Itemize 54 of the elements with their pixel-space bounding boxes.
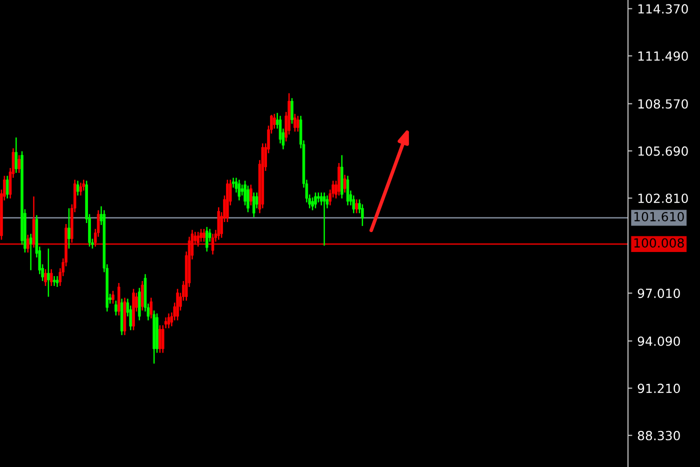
candlestick xyxy=(290,98,294,124)
candlestick xyxy=(14,136,18,174)
candlestick xyxy=(44,268,47,287)
candlestick xyxy=(294,113,296,132)
candlestick xyxy=(250,184,252,206)
candlestick xyxy=(68,208,70,250)
candlestick xyxy=(29,233,32,271)
candlestick xyxy=(47,248,50,298)
candlestick xyxy=(200,228,202,242)
candlestick xyxy=(296,115,300,132)
candlestick xyxy=(238,179,241,202)
candlestick xyxy=(322,192,326,246)
y-tick-label: 97.010 xyxy=(638,288,680,298)
candlestick xyxy=(167,312,170,329)
y-tick-label: 105.690 xyxy=(638,146,688,156)
candlestick xyxy=(314,192,317,209)
candlestick xyxy=(82,179,86,192)
candlestick xyxy=(196,231,200,248)
y-tick-label: 91.210 xyxy=(638,384,680,394)
candlestick xyxy=(311,196,314,211)
candlestick xyxy=(232,177,235,188)
y-tick-label: 114.370 xyxy=(638,4,688,14)
candlestick xyxy=(346,175,350,206)
ref-line-label: 100.008 xyxy=(634,238,684,248)
candlestick xyxy=(211,233,214,256)
candlestick xyxy=(50,268,53,287)
candlestick xyxy=(273,113,276,130)
candlestick xyxy=(158,324,162,354)
candlestick xyxy=(343,174,346,194)
ref-line-label: 101.610 xyxy=(634,212,684,222)
candlestick xyxy=(18,154,20,174)
candlestick xyxy=(6,175,9,200)
candlestick xyxy=(202,228,206,242)
candlestick xyxy=(26,234,30,254)
candlestick xyxy=(140,280,144,312)
candlestick xyxy=(52,275,56,287)
y-tick-label: 94.090 xyxy=(638,336,680,346)
candlestick xyxy=(355,198,358,214)
candlestick xyxy=(150,297,153,320)
candlestick xyxy=(206,226,208,252)
y-tick-label: 111.490 xyxy=(638,51,688,61)
candlestick xyxy=(114,300,118,316)
candlestick xyxy=(352,194,355,214)
y-tick-label: 88.330 xyxy=(638,430,680,440)
candlestick xyxy=(361,204,364,227)
y-tick-label: 102.810 xyxy=(638,194,688,204)
candlestick xyxy=(79,182,82,196)
candlestick xyxy=(252,192,256,218)
candlestick xyxy=(176,288,179,321)
candlestick xyxy=(317,192,320,203)
candlestick xyxy=(56,275,59,288)
y-tick-label: 108.570 xyxy=(638,99,688,109)
candlestick xyxy=(112,290,114,304)
candlestick xyxy=(76,180,80,196)
